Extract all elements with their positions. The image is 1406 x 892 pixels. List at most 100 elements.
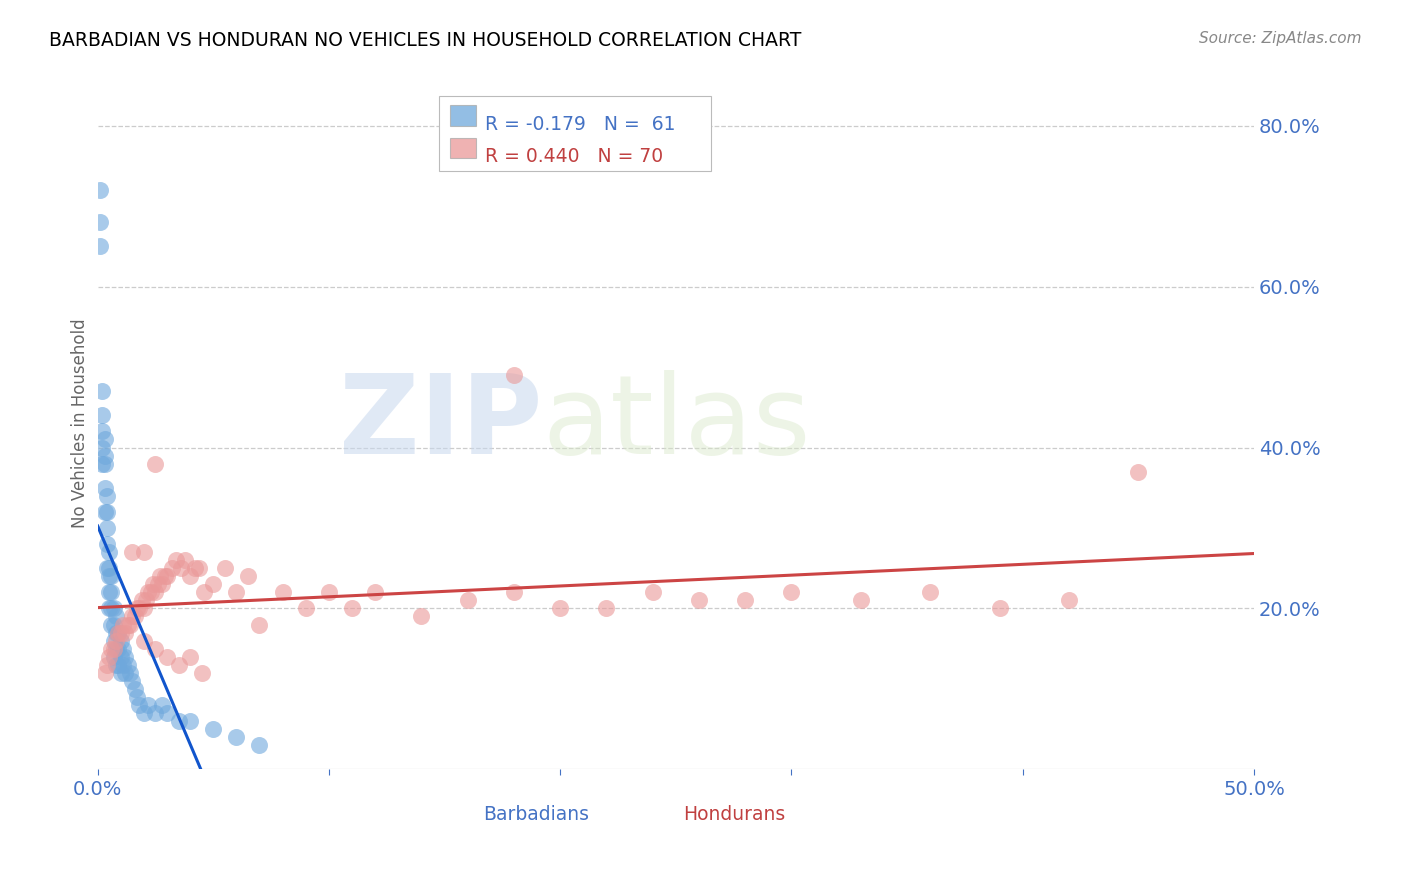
Text: Source: ZipAtlas.com: Source: ZipAtlas.com <box>1198 31 1361 46</box>
Point <box>96 489 118 503</box>
Point <box>93 481 115 495</box>
Point <box>236 569 259 583</box>
Point <box>128 601 150 615</box>
Point <box>91 425 114 439</box>
Point <box>156 649 179 664</box>
Point <box>145 457 167 471</box>
Point <box>93 449 115 463</box>
Point <box>96 521 118 535</box>
Point <box>548 601 571 615</box>
Point <box>105 625 128 640</box>
Point <box>174 553 197 567</box>
Point <box>91 384 114 399</box>
Point <box>849 593 872 607</box>
Point <box>98 545 121 559</box>
Point <box>132 706 155 720</box>
Point <box>110 625 132 640</box>
Point <box>96 561 118 575</box>
Point <box>100 601 122 615</box>
Point <box>103 649 125 664</box>
Point <box>139 585 162 599</box>
Point <box>202 577 225 591</box>
Point <box>165 553 187 567</box>
Point <box>100 641 122 656</box>
Point <box>98 561 121 575</box>
Point <box>98 569 121 583</box>
Point <box>131 593 153 607</box>
Point <box>294 601 316 615</box>
Point <box>225 730 247 744</box>
Point <box>93 433 115 447</box>
Point <box>1128 465 1150 479</box>
Point <box>457 593 479 607</box>
Point <box>105 633 128 648</box>
Point <box>125 690 148 704</box>
Point <box>110 649 132 664</box>
Point <box>179 649 201 664</box>
Point <box>202 722 225 736</box>
Point <box>135 593 157 607</box>
Point <box>160 561 183 575</box>
Text: Barbadians: Barbadians <box>482 805 589 824</box>
Point <box>96 657 118 672</box>
Point <box>193 585 215 599</box>
Point <box>153 569 176 583</box>
Point <box>132 601 155 615</box>
Point <box>170 561 193 575</box>
Point <box>93 505 115 519</box>
Point <box>503 368 526 383</box>
Point <box>183 561 205 575</box>
Point <box>145 706 167 720</box>
Point <box>110 633 132 648</box>
Point <box>988 601 1011 615</box>
Point <box>411 609 433 624</box>
Point <box>105 641 128 656</box>
Point <box>111 641 134 656</box>
Point <box>188 561 211 575</box>
Point <box>145 585 167 599</box>
Text: R = -0.179   N =  61: R = -0.179 N = 61 <box>485 115 675 135</box>
Point <box>100 569 122 583</box>
Point <box>214 561 236 575</box>
FancyBboxPatch shape <box>450 105 475 126</box>
FancyBboxPatch shape <box>450 137 475 159</box>
Point <box>142 577 165 591</box>
Point <box>103 641 125 656</box>
Point <box>146 577 169 591</box>
Point <box>1057 593 1080 607</box>
Point <box>117 617 139 632</box>
Point <box>93 665 115 680</box>
Point <box>111 617 134 632</box>
Point <box>107 657 129 672</box>
Point <box>920 585 942 599</box>
Point <box>149 569 172 583</box>
Point <box>249 738 271 752</box>
Point <box>364 585 387 599</box>
Text: atlas: atlas <box>543 370 811 477</box>
Point <box>179 714 201 728</box>
Point <box>167 657 190 672</box>
Point <box>641 585 664 599</box>
FancyBboxPatch shape <box>651 805 673 825</box>
Point <box>138 585 160 599</box>
Point <box>128 698 150 712</box>
Point <box>91 457 114 471</box>
Point <box>271 585 294 599</box>
Point <box>145 641 167 656</box>
Point <box>595 601 617 615</box>
Point <box>118 665 141 680</box>
Text: Hondurans: Hondurans <box>683 805 785 824</box>
Point <box>91 409 114 423</box>
Point <box>340 601 363 615</box>
Point <box>118 617 141 632</box>
Point <box>249 617 271 632</box>
Point <box>89 215 111 229</box>
Point <box>100 585 122 599</box>
Text: ZIP: ZIP <box>339 370 543 477</box>
Point <box>117 657 139 672</box>
Point <box>503 585 526 599</box>
Point <box>138 698 160 712</box>
Point <box>98 649 121 664</box>
FancyBboxPatch shape <box>439 96 710 171</box>
Point <box>167 714 190 728</box>
